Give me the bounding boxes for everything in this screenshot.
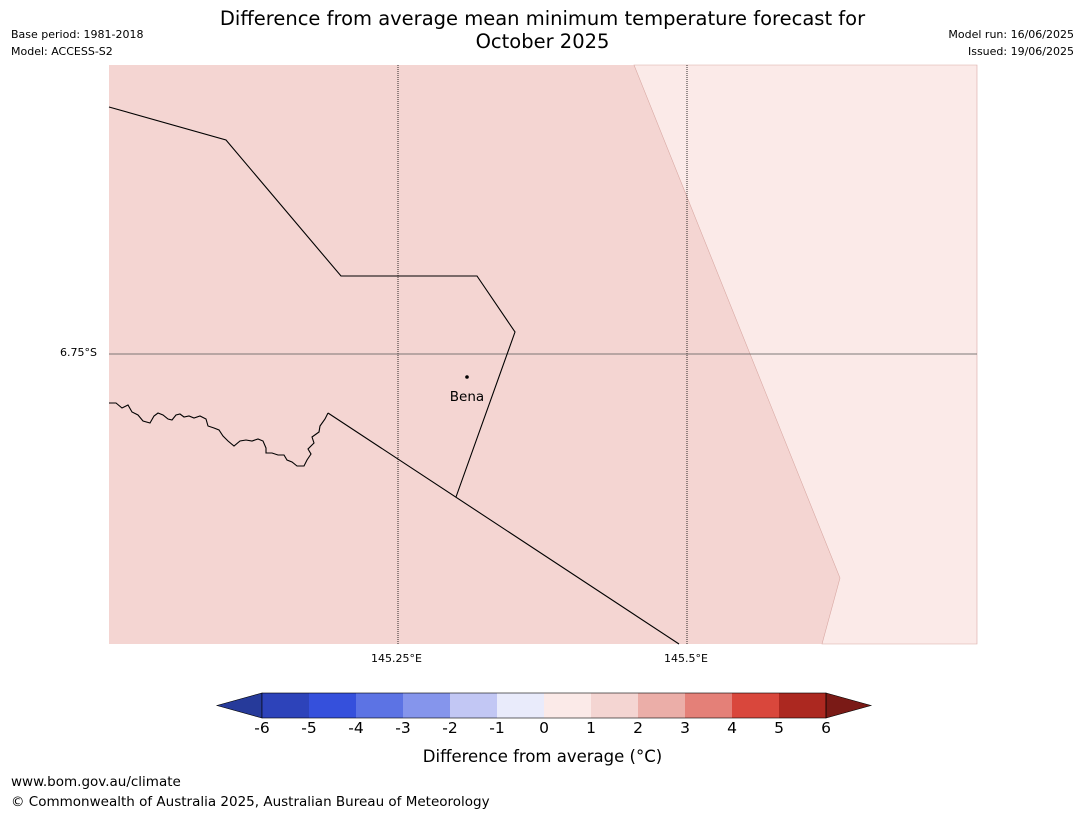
colorbar-segment — [591, 693, 638, 718]
issued-text: Issued: 19/06/2025 — [967, 45, 1074, 58]
colorbar-tick-label: -5 — [301, 719, 317, 737]
page-title: Difference from average mean minimum tem… — [0, 7, 1085, 53]
colorbar-segment — [544, 693, 591, 718]
colorbar-segment — [262, 693, 309, 718]
colorbar-tick-label: -3 — [395, 719, 411, 737]
town-label: Bena — [450, 389, 484, 405]
colorbar-tick-label: -4 — [348, 719, 364, 737]
colorbar-tick-label: 0 — [539, 719, 549, 737]
model-text: Model: ACCESS-S2 — [11, 45, 113, 58]
colorbar-tick-label: -1 — [489, 719, 505, 737]
province-boundary — [327, 412, 680, 645]
colorbar-segment — [638, 693, 685, 718]
colorbar-segment — [450, 693, 497, 718]
longitude-label-1: 145.25°E — [371, 652, 422, 665]
metadata-right: Model run: 16/06/2025 Issued: 19/06/2025 — [948, 26, 1074, 60]
colorbar-tick-label: 5 — [774, 719, 784, 737]
colorbar-segment — [779, 693, 826, 718]
province-boundary — [108, 106, 516, 498]
latitude-label: 6.75°S — [60, 346, 97, 359]
colorbar-segment — [685, 693, 732, 718]
title-line-1: Difference from average mean minimum tem… — [219, 7, 866, 30]
colorbar-tick-label: 1 — [586, 719, 596, 737]
longitude-label-2: 145.5°E — [664, 652, 708, 665]
metadata-left: Base period: 1981-2018 Model: ACCESS-S2 — [11, 26, 143, 60]
colorbar-segment — [403, 693, 450, 718]
colorbar-label: Difference from average (°C) — [422, 747, 663, 766]
colorbar-segment — [356, 693, 403, 718]
coastline — [109, 402, 329, 467]
colorbar-tick-label: -6 — [254, 719, 270, 737]
colorbar-tick-label: 4 — [727, 719, 737, 737]
colorbar-extend-high — [825, 692, 873, 719]
colorbar — [215, 692, 873, 719]
footer-url[interactable]: www.bom.gov.au/climate — [11, 774, 181, 790]
colorbar-segment — [732, 693, 779, 718]
footer-copyright: © Commonwealth of Australia 2025, Austra… — [11, 794, 490, 810]
colorbar-extend-low — [215, 692, 263, 719]
colorbar-outline — [261, 692, 827, 719]
town-marker — [465, 375, 469, 379]
base-period-text: Base period: 1981-2018 — [11, 28, 144, 41]
colorbar-tick-label: 2 — [633, 719, 643, 737]
title-line-2: October 2025 — [475, 30, 610, 53]
colorbar-segment — [309, 693, 356, 718]
forecast-region-lighter — [633, 64, 978, 645]
colorbar-tick-label: 3 — [680, 719, 690, 737]
colorbar-tick-label: -2 — [442, 719, 458, 737]
colorbar-segment — [497, 693, 544, 718]
colorbar-tick-label: 6 — [821, 719, 831, 737]
model-run-text: Model run: 16/06/2025 — [948, 28, 1074, 41]
